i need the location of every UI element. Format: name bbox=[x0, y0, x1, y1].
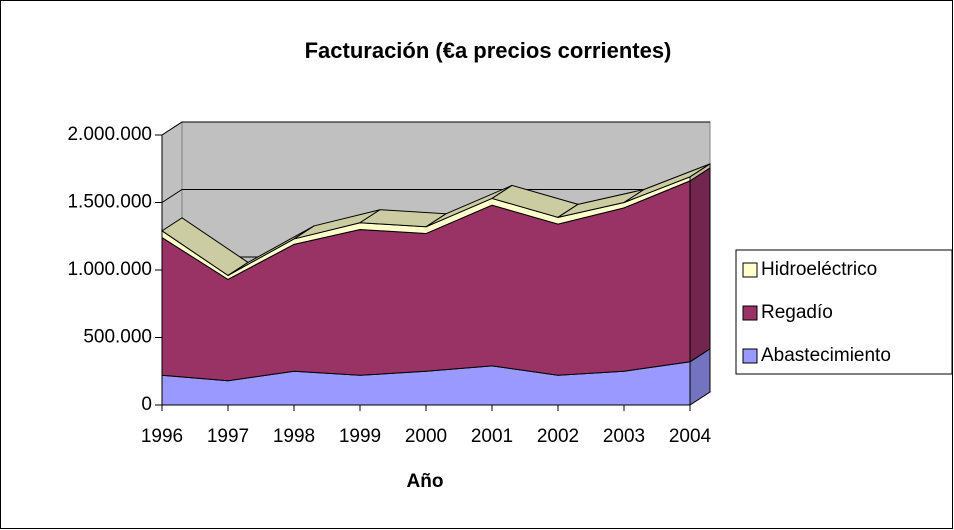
y-tick-label: 0 bbox=[141, 394, 152, 415]
x-tick-label: 2002 bbox=[537, 426, 579, 447]
x-axis-label: Año bbox=[407, 471, 444, 492]
area-side bbox=[689, 166, 711, 363]
legend-label: Regadío bbox=[761, 302, 833, 323]
chart-title: Facturación (€a precios corrientes) bbox=[305, 38, 672, 63]
legend-label: Hidroeléctrico bbox=[761, 259, 877, 280]
x-tick-label: 1998 bbox=[273, 426, 315, 447]
legend-swatch bbox=[742, 348, 758, 364]
x-tick-label: 1996 bbox=[141, 426, 183, 447]
area-top bbox=[623, 163, 711, 203]
grid-line bbox=[161, 189, 710, 203]
x-tick-label: 2003 bbox=[603, 426, 645, 447]
y-tick-label: 1.000.000 bbox=[67, 259, 152, 280]
x-tick-label: 2004 bbox=[669, 426, 712, 447]
legend bbox=[735, 249, 953, 375]
y-tick-label: 2.000.000 bbox=[67, 124, 152, 145]
x-tick-label: 1997 bbox=[207, 426, 249, 447]
legend-swatch bbox=[742, 262, 758, 278]
x-tick-label: 1999 bbox=[339, 426, 381, 447]
legend-swatch bbox=[742, 305, 758, 321]
y-tick-label: 500.000 bbox=[83, 327, 152, 348]
y-tick-label: 1.500.000 bbox=[67, 192, 152, 213]
x-tick-label: 2000 bbox=[405, 426, 447, 447]
grid-line bbox=[161, 121, 710, 136]
legend-label: Abastecimiento bbox=[761, 345, 891, 366]
x-tick-label: 2001 bbox=[471, 426, 513, 447]
